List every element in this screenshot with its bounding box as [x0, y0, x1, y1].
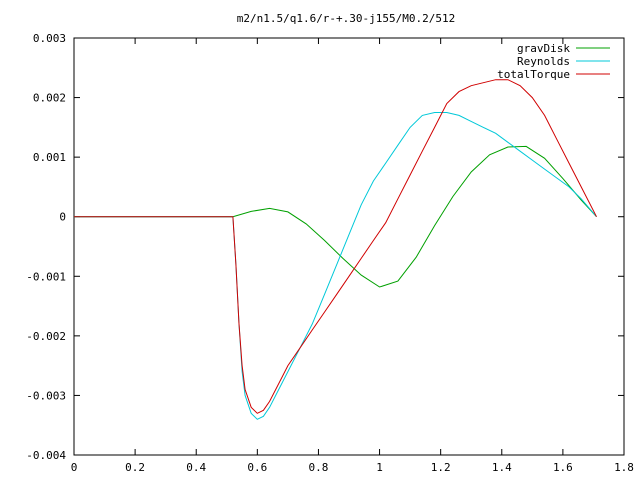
y-tick-label: 0: [59, 211, 66, 224]
x-tick-label: 0: [71, 461, 78, 474]
x-tick-label: 0.6: [247, 461, 267, 474]
plot-border: [73, 37, 625, 456]
y-tick-label: -0.004: [26, 449, 66, 462]
series-layer: [74, 79, 597, 420]
y-tick-label: -0.001: [26, 270, 66, 283]
axes: 0 0.2 0.4 0.6 0.8 1 1.2 1.4 1.6 1.8 0.003 0.002 0.00…: [26, 32, 634, 474]
legend-label: Reynolds: [517, 55, 570, 68]
x-tick-label: 1.4: [492, 461, 512, 474]
x-tick-label: 1: [376, 461, 383, 474]
x-tick-label: 1.6: [553, 461, 573, 474]
x-tick-label: 0.4: [186, 461, 206, 474]
legend-label: totalTorque: [497, 68, 570, 81]
x-tick-label: 0.8: [309, 461, 329, 474]
legend-label: gravDisk: [517, 42, 570, 55]
y-tick-label: 0.001: [33, 151, 66, 164]
series-line-totalTorque: [74, 79, 597, 414]
y-tick-label: -0.003: [26, 389, 66, 402]
chart-title: m2/n1.5/q1.6/r-+.30-j155/M0.2/512: [237, 12, 456, 25]
y-tick-label: 0.003: [33, 32, 66, 45]
x-tick-label: 1.2: [431, 461, 451, 474]
series-line-gravDisk: [74, 145, 597, 288]
x-tick-label: 1.8: [614, 461, 634, 474]
x-tick-label: 0.2: [125, 461, 145, 474]
y-tick-label: -0.002: [26, 330, 66, 343]
y-tick-label: 0.002: [33, 92, 66, 105]
series-line-Reynolds: [74, 112, 597, 420]
